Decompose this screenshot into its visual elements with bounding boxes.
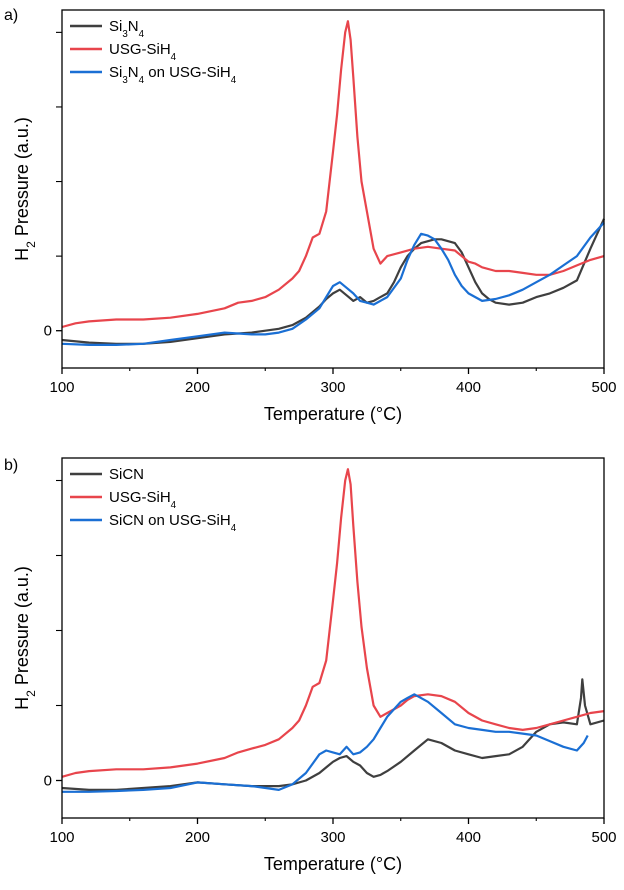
- panel-label: b): [4, 457, 18, 474]
- panel-label: a): [4, 7, 18, 24]
- series-line-2: [61, 20, 605, 329]
- y-tick-label: 0: [44, 773, 52, 790]
- y-axis-title: H2 Pressure (a.u.): [12, 117, 38, 261]
- legend-label-2: USG-SiH4: [109, 41, 177, 63]
- x-tick-label: 300: [320, 829, 345, 846]
- x-tick-label: 100: [49, 829, 74, 846]
- series-group: [61, 468, 605, 793]
- series-group: [61, 20, 606, 346]
- series-line-3: [61, 221, 605, 346]
- x-axis-title: Temperature (°C): [264, 404, 402, 424]
- legend-label-3: SiCN on USG-SiH4: [109, 512, 237, 534]
- x-tick-label: 300: [320, 379, 345, 396]
- x-tick-label: 500: [591, 829, 616, 846]
- x-tick-label: 200: [185, 829, 210, 846]
- series-line-3: [62, 693, 589, 793]
- series-line-1: [61, 218, 606, 345]
- x-tick-label: 200: [185, 379, 210, 396]
- series-line-2: [61, 468, 605, 778]
- x-tick-label: 400: [456, 379, 481, 396]
- legend-label-1: SiCN: [109, 466, 144, 483]
- panel-a: a) 100 200 300 400 500 0 Temperature (°C) H2 Pre…: [4, 7, 617, 424]
- panel-b: b) 100 200 300 400 500 0 Temperature (°C) H2 Pre…: [4, 457, 617, 874]
- x-tick-label: 500: [591, 379, 616, 396]
- x-axis-title: Temperature (°C): [264, 854, 402, 874]
- legend-label-3: Si3N4 on USG-SiH4: [109, 64, 237, 86]
- x-tick-label: 400: [456, 829, 481, 846]
- legend-label-2: USG-SiH4: [109, 489, 177, 511]
- y-axis-title: H2 Pressure (a.u.): [12, 566, 38, 710]
- x-tick-label: 100: [49, 379, 74, 396]
- y-tick-label: 0: [44, 323, 52, 340]
- legend-label-1: Si3N4: [109, 18, 145, 40]
